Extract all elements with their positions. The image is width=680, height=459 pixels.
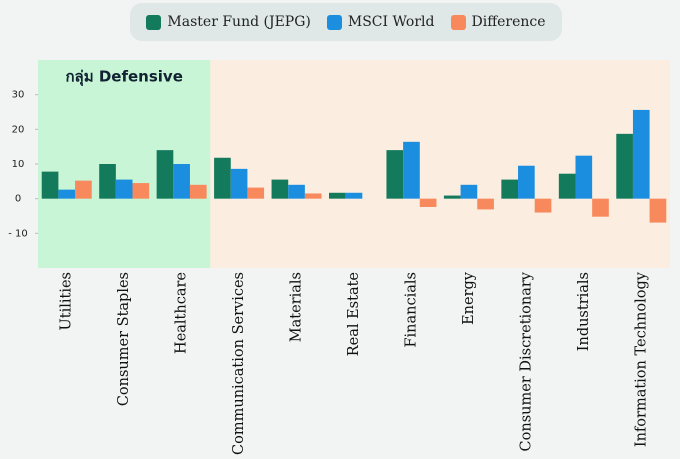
bar bbox=[616, 133, 633, 199]
region-title: กลุ่ม Defensive bbox=[65, 68, 182, 87]
bar bbox=[214, 157, 231, 199]
x-tick-label: Energy bbox=[461, 271, 477, 325]
bar bbox=[558, 173, 576, 199]
bar bbox=[173, 164, 190, 199]
legend-swatch bbox=[326, 14, 342, 30]
y-tick-label: 0 bbox=[15, 194, 21, 205]
bar bbox=[575, 155, 593, 199]
y-tick-label: - 10 bbox=[8, 228, 28, 239]
x-tick-label: Consumer Discretionary bbox=[518, 271, 534, 451]
bar bbox=[41, 171, 59, 199]
bar bbox=[649, 198, 667, 223]
bar bbox=[419, 198, 437, 207]
y-tick-label: 20 bbox=[12, 124, 25, 135]
bar bbox=[386, 150, 404, 199]
bar bbox=[632, 109, 650, 199]
legend-label: MSCI World bbox=[347, 14, 435, 30]
bar bbox=[345, 192, 363, 199]
x-tick-label: Real Estate bbox=[346, 272, 362, 356]
x-tick-label: Healthcare bbox=[174, 272, 190, 354]
bar bbox=[403, 141, 420, 199]
y-tick-label: 10 bbox=[12, 159, 25, 170]
bar bbox=[247, 187, 265, 199]
x-tick-label: Materials bbox=[289, 272, 305, 342]
x-tick-label: Financials bbox=[403, 272, 419, 348]
bar bbox=[304, 193, 322, 199]
y-tick-label: 30 bbox=[12, 90, 25, 101]
other-region bbox=[210, 60, 670, 268]
legend-swatch bbox=[450, 14, 466, 30]
x-tick-label: Consumer Staples bbox=[116, 272, 132, 406]
x-tick-label: Communication Services bbox=[231, 272, 247, 455]
bar bbox=[230, 168, 248, 199]
legend-item: Difference bbox=[450, 14, 546, 30]
bar bbox=[329, 192, 346, 199]
bar bbox=[58, 189, 76, 199]
legend-label: Difference bbox=[471, 14, 546, 30]
bar bbox=[75, 180, 92, 199]
x-tick-label: Information Technology bbox=[633, 271, 649, 447]
legend-label: Master Fund (JEPG) bbox=[167, 14, 311, 30]
x-tick-label: Utilities bbox=[59, 272, 75, 330]
bar bbox=[592, 198, 609, 217]
legend-item: Master Fund (JEPG) bbox=[146, 14, 311, 30]
bar bbox=[115, 179, 133, 199]
bar bbox=[518, 165, 535, 199]
x-tick-label: Industrials bbox=[576, 272, 592, 351]
bar bbox=[501, 179, 519, 199]
legend-swatch bbox=[146, 14, 162, 30]
legend: Master Fund (JEPG) MSCI World Difference bbox=[130, 3, 562, 41]
bar bbox=[477, 198, 494, 210]
bar bbox=[132, 183, 150, 199]
bar bbox=[271, 179, 289, 199]
bar bbox=[156, 150, 174, 199]
bar bbox=[443, 195, 461, 199]
legend-item: MSCI World bbox=[326, 14, 435, 30]
bar bbox=[189, 184, 207, 199]
bar bbox=[288, 184, 305, 199]
bar bbox=[534, 198, 552, 213]
bar bbox=[460, 184, 478, 199]
bar bbox=[99, 164, 116, 199]
